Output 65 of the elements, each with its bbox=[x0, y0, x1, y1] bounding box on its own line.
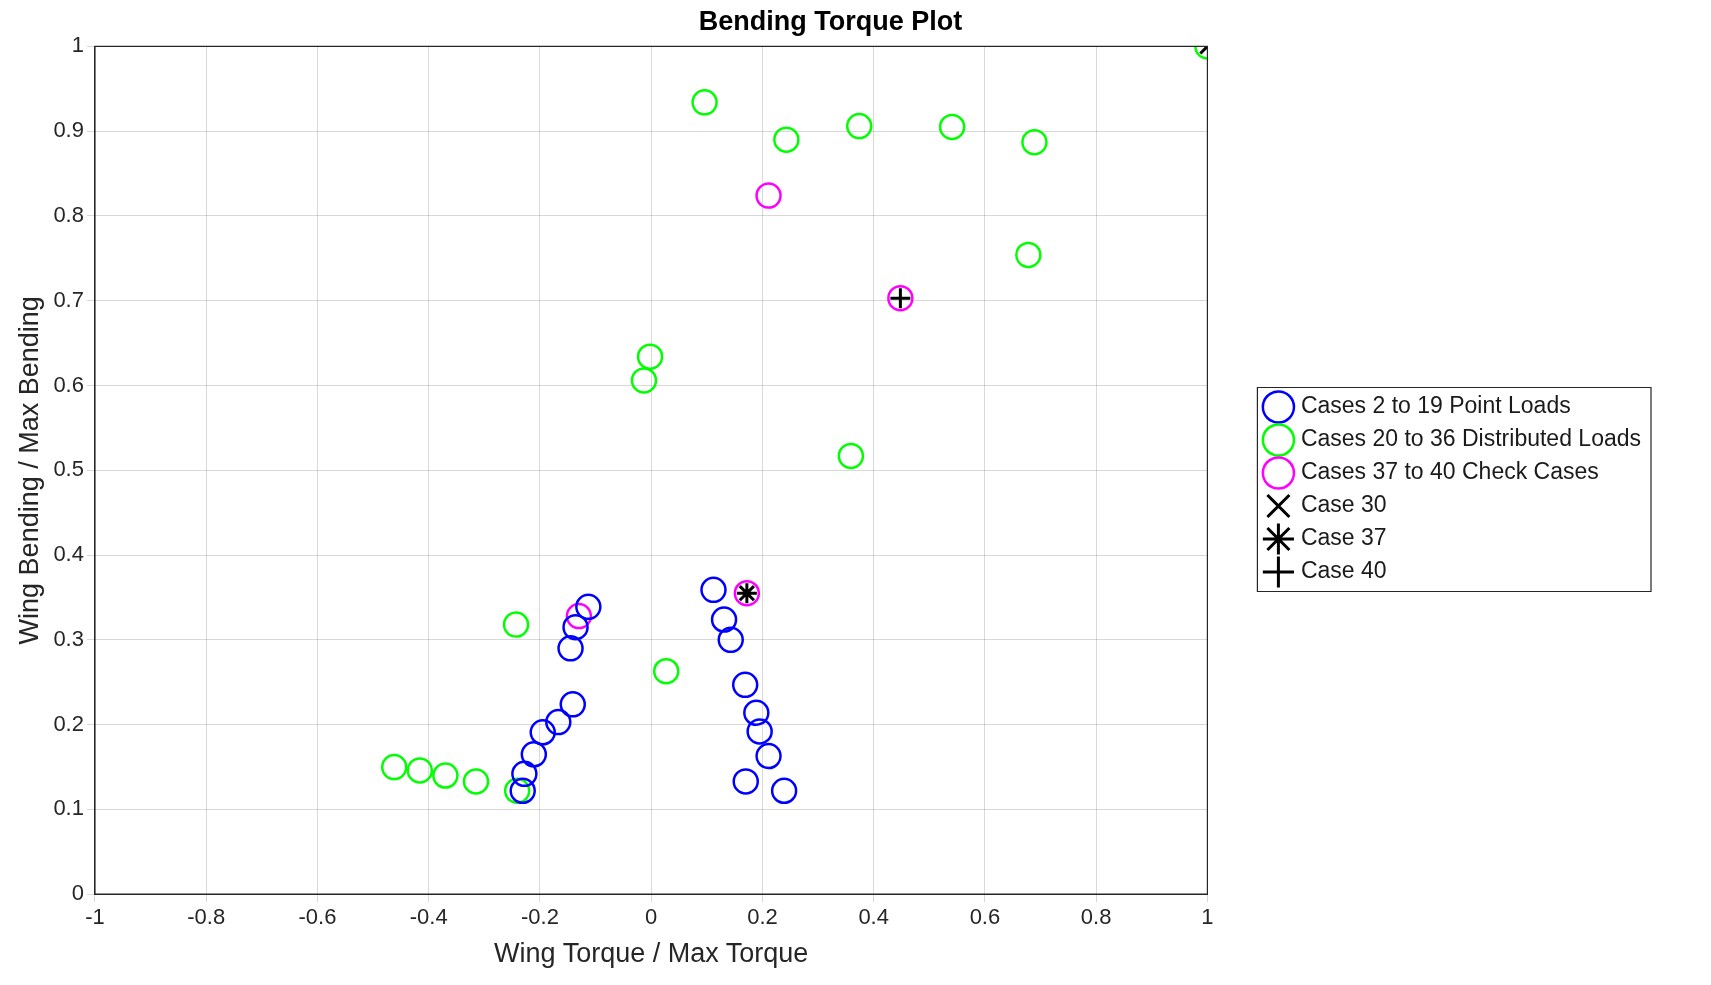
point bbox=[502, 611, 530, 638]
y-tick-label: 0 bbox=[71, 880, 84, 906]
point bbox=[462, 768, 490, 795]
legend-label: Case 40 bbox=[1300, 557, 1387, 584]
y-tick-label: 0.5 bbox=[53, 456, 84, 482]
point bbox=[380, 753, 408, 781]
y-tick-label: 0.3 bbox=[53, 625, 84, 651]
point bbox=[432, 762, 459, 789]
point bbox=[710, 606, 738, 633]
y-axis-title: Wing Bending / Max Bending bbox=[13, 296, 44, 645]
point bbox=[559, 691, 587, 718]
point bbox=[731, 671, 759, 699]
y-tick-label: 1 bbox=[71, 32, 84, 58]
point bbox=[770, 777, 798, 805]
x-tick-label: -0.8 bbox=[187, 904, 226, 930]
x-tick-label: 0.2 bbox=[747, 904, 778, 930]
point bbox=[732, 768, 759, 795]
point bbox=[743, 699, 770, 727]
x-tick-label: 0 bbox=[645, 904, 658, 930]
y-tick-label: 0.6 bbox=[53, 371, 84, 397]
point bbox=[529, 719, 556, 746]
point bbox=[520, 741, 548, 768]
y-tick-label: 0.4 bbox=[53, 541, 84, 567]
y-tick-label: 0.7 bbox=[53, 286, 84, 312]
point bbox=[557, 635, 584, 662]
point bbox=[700, 576, 727, 604]
y-tick-label: 0.1 bbox=[53, 795, 84, 821]
point bbox=[773, 126, 800, 153]
y-tick-label: 0.9 bbox=[53, 117, 84, 143]
point bbox=[636, 343, 664, 370]
point bbox=[545, 708, 572, 736]
x-tick-label: 1 bbox=[1201, 904, 1214, 930]
point bbox=[562, 613, 589, 641]
point bbox=[717, 626, 744, 654]
x-tick-label: -1 bbox=[85, 904, 105, 930]
x-tick-label: 0.4 bbox=[858, 904, 889, 930]
point bbox=[845, 112, 873, 140]
point bbox=[938, 113, 966, 141]
point bbox=[837, 442, 865, 470]
y-tick-label: 0.8 bbox=[53, 202, 84, 228]
x-axis-title: Wing Torque / Max Torque bbox=[494, 938, 809, 969]
point bbox=[575, 593, 602, 621]
y-tick-label: 0.2 bbox=[53, 710, 84, 736]
legend-label: Case 30 bbox=[1300, 491, 1387, 518]
point bbox=[1015, 241, 1042, 269]
legend-label: Cases 20 to 36 Distributed Loads bbox=[1300, 425, 1641, 452]
chart-title: Bending Torque Plot bbox=[698, 5, 963, 36]
legend-label: Case 37 bbox=[1300, 524, 1387, 551]
x-tick-label: 0.6 bbox=[969, 904, 1001, 930]
point bbox=[511, 760, 538, 788]
point bbox=[691, 89, 718, 116]
point bbox=[406, 757, 434, 784]
point bbox=[509, 777, 536, 805]
point bbox=[1021, 128, 1048, 156]
point bbox=[652, 657, 680, 685]
legend-label: Cases 2 to 19 Point Loads bbox=[1300, 392, 1571, 419]
x-tick-label: -0.6 bbox=[298, 904, 337, 930]
legend-label: Cases 37 to 40 Check Cases bbox=[1300, 458, 1599, 485]
point bbox=[755, 742, 782, 770]
x-tick-label: -0.4 bbox=[409, 904, 448, 930]
x-tick-label: -0.2 bbox=[520, 904, 559, 930]
point bbox=[746, 718, 773, 745]
point bbox=[755, 182, 782, 209]
point bbox=[630, 367, 658, 394]
x-tick-label: 0.8 bbox=[1080, 904, 1112, 930]
